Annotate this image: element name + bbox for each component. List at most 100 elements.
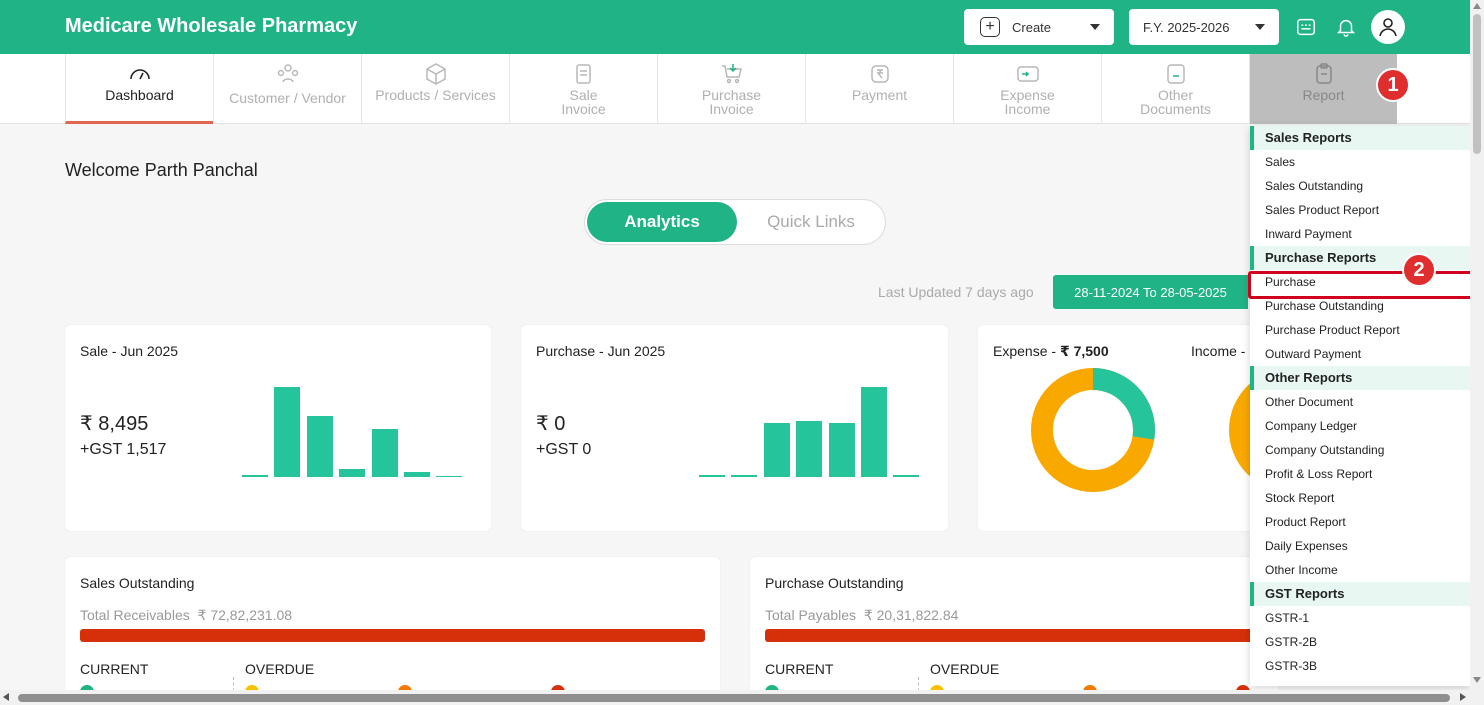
card-title: Purchase - Jun 2025: [536, 343, 666, 359]
create-label: Create: [1012, 19, 1052, 35]
document-icon: [1166, 64, 1185, 84]
menu-item[interactable]: Outward Payment: [1265, 347, 1362, 361]
vertical-scroll-thumb[interactable]: [1473, 14, 1481, 154]
total-payables: Total Payables ₹ 20,31,822.84: [765, 607, 958, 624]
card-title: Sales Outstanding: [80, 575, 195, 591]
menu-item[interactable]: Purchase: [1265, 275, 1316, 289]
purchase-outstanding-card: Purchase Outstanding Total Payables ₹ 20…: [750, 557, 1278, 699]
nav-dashboard[interactable]: Dashboard: [65, 54, 213, 124]
nav-report[interactable]: Report: [1249, 54, 1397, 124]
scroll-left-arrow[interactable]: [3, 693, 9, 701]
scroll-up-arrow[interactable]: [1473, 3, 1481, 9]
divider: [233, 677, 234, 697]
expense-donut-chart: [1031, 368, 1155, 492]
chevron-down-icon: [1255, 24, 1265, 30]
sale-amount: ₹ 8,495: [80, 413, 149, 435]
chart-bar: [699, 475, 725, 477]
nav-customer-vendor[interactable]: Customer / Vendor: [213, 54, 361, 124]
menu-section-header: Purchase Reports: [1250, 246, 1470, 270]
card-title: Sale - Jun 2025: [80, 343, 179, 359]
expense-label: Expense -: [993, 343, 1060, 359]
menu-item[interactable]: Profit & Loss Report: [1265, 467, 1373, 481]
calculator-icon[interactable]: [1295, 16, 1317, 38]
wallet-icon: [1016, 66, 1039, 82]
menu-item[interactable]: Product Report: [1265, 515, 1346, 529]
menu-item[interactable]: Company Outstanding: [1265, 443, 1385, 457]
total-label: Total Receivables: [80, 607, 190, 623]
total-value: ₹ 20,31,822.84: [863, 607, 959, 623]
divider: [918, 677, 919, 697]
menu-item[interactable]: Other Income: [1265, 563, 1338, 577]
create-button[interactable]: + Create: [964, 9, 1114, 45]
date-range-button[interactable]: 28-11-2024 To 28-05-2025: [1053, 275, 1248, 309]
chart-bar: [242, 475, 268, 477]
payables-bar: [765, 629, 1278, 642]
nav-products-services[interactable]: Products / Services: [361, 54, 509, 124]
horizontal-scrollbar[interactable]: [0, 690, 1470, 705]
nav-purchase-invoice[interactable]: Purchase Invoice: [657, 54, 805, 124]
tab-quick-links[interactable]: Quick Links: [767, 212, 855, 231]
last-updated-text: Last Updated 7 days ago: [878, 284, 1034, 300]
vertical-scrollbar[interactable]: [1470, 0, 1484, 705]
menu-item[interactable]: Sales Product Report: [1265, 203, 1380, 217]
annotation-badge-2: 2: [1402, 253, 1436, 287]
bell-icon[interactable]: [1335, 16, 1357, 38]
card-title: Purchase Outstanding: [765, 575, 904, 591]
menu-item[interactable]: Sales: [1265, 155, 1296, 169]
sale-gst: +GST 1,517: [80, 441, 167, 458]
welcome-text: Welcome Parth Panchal: [65, 160, 258, 180]
sale-bar-chart: [242, 387, 472, 477]
fiscal-year-label: F.Y. 2025-2026: [1143, 19, 1230, 35]
purchase-bar-chart: [699, 387, 929, 477]
nav-label: Payment: [851, 87, 908, 103]
fiscal-year-select[interactable]: F.Y. 2025-2026: [1129, 9, 1279, 45]
menu-item[interactable]: Purchase Outstanding: [1265, 299, 1384, 313]
menu-item[interactable]: Stock Report: [1265, 491, 1335, 505]
brand-title[interactable]: Medicare Wholesale Pharmacy: [65, 15, 358, 37]
chart-bar: [861, 387, 887, 477]
nav-payment[interactable]: Payment: [805, 54, 953, 124]
nav-label: Sale Invoice: [561, 87, 606, 117]
nav-label: Expense Income: [1000, 87, 1055, 117]
rupee-icon: [870, 65, 889, 83]
chart-bar: [796, 421, 823, 477]
scroll-down-arrow[interactable]: [1473, 677, 1481, 683]
nav-other-documents[interactable]: Other Documents: [1101, 54, 1249, 124]
purchase-amount: ₹ 0: [536, 413, 566, 435]
menu-item[interactable]: Other Document: [1265, 395, 1354, 409]
nav-label: Purchase Invoice: [701, 87, 762, 117]
nav-label: Products / Services: [375, 87, 496, 103]
menu-section-header: Other Reports: [1250, 366, 1470, 390]
total-value: ₹ 72,82,231.08: [197, 607, 293, 623]
menu-item[interactable]: Purchase Product Report: [1265, 323, 1400, 337]
user-avatar[interactable]: [1371, 10, 1405, 44]
purchase-card: Purchase - Jun 2025 ₹ 0 +GST 0: [521, 325, 948, 531]
nav-sale-invoice[interactable]: Sale Invoice: [509, 54, 657, 124]
menu-item[interactable]: Inward Payment: [1265, 227, 1352, 241]
menu-item[interactable]: Sales Outstanding: [1265, 179, 1364, 193]
nav-label: Customer / Vendor: [229, 90, 346, 106]
scroll-right-arrow[interactable]: [1460, 693, 1466, 701]
main-nav: Dashboard Customer / Vendor Products / S…: [0, 54, 1470, 124]
menu-section-header: Sales Reports: [1250, 126, 1470, 150]
people-icon: [277, 64, 298, 83]
chart-bar: [339, 468, 366, 477]
chart-bar: [306, 415, 333, 477]
total-receivables: Total Receivables ₹ 72,82,231.08: [80, 607, 292, 624]
menu-item[interactable]: GSTR-1: [1265, 611, 1310, 625]
current-label: CURRENT: [80, 661, 149, 677]
menu-item[interactable]: GSTR-3B: [1265, 659, 1318, 673]
sales-outstanding-card: Sales Outstanding Total Receivables ₹ 72…: [65, 557, 720, 699]
nav-expense-income[interactable]: Expense Income: [953, 54, 1101, 124]
nav-label: Dashboard: [105, 87, 174, 103]
menu-item[interactable]: Daily Expenses: [1265, 539, 1348, 553]
annotation-badge-1: 1: [1376, 68, 1410, 102]
report-dropdown-menu: Sales Reports Sales Sales Outstanding Sales…: [1250, 126, 1470, 686]
tab-analytics[interactable]: Analytics: [587, 202, 737, 242]
menu-item[interactable]: Company Ledger: [1265, 419, 1358, 433]
horizontal-scroll-thumb[interactable]: [18, 694, 1450, 702]
income-label: Income -: [1191, 343, 1246, 359]
menu-item[interactable]: GSTR-2B: [1265, 635, 1318, 649]
income-donut-chart: [1229, 369, 1278, 491]
receivables-bar: [80, 629, 705, 642]
